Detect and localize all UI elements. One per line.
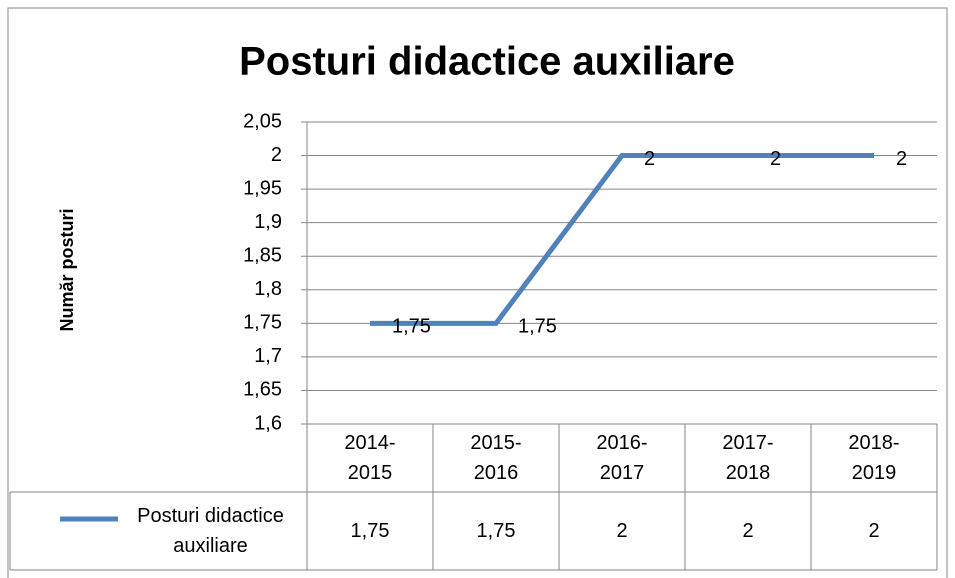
legend-label: Posturi didactice auxiliare	[137, 505, 284, 557]
table-value: 1,75	[476, 520, 516, 542]
data-label: 2	[770, 148, 781, 170]
y-tick-label: 1,9	[254, 211, 282, 233]
x-tick-label: 2017-2018	[722, 432, 774, 484]
table-value: 2	[616, 520, 628, 542]
chart-border	[7, 7, 948, 578]
chart-title: Posturi didactice auxiliare	[239, 40, 735, 84]
data-label: 2	[644, 148, 655, 170]
y-axis-title: Număr posturi	[57, 208, 77, 331]
y-tick-label: 1,85	[243, 245, 282, 267]
x-tick-label: 2014-2015	[344, 432, 396, 484]
x-tick-label: 2018-2019	[848, 432, 900, 484]
data-label: 1,75	[392, 316, 431, 338]
y-tick-label: 2	[271, 144, 282, 166]
table-value: 1,75	[350, 520, 390, 542]
table-value: 2	[742, 520, 754, 542]
x-tick-label: 2016-2017	[596, 432, 648, 484]
y-tick-label: 1,8	[254, 278, 282, 300]
y-tick-label: 1,95	[243, 177, 282, 199]
data-label: 1,75	[518, 316, 557, 338]
y-tick-label: 1,75	[243, 312, 282, 334]
table-value: 2	[868, 520, 880, 542]
y-tick-label: 1,6	[254, 412, 282, 434]
x-tick-label: 2015-2016	[470, 432, 522, 484]
y-tick-label: 2,05	[243, 110, 282, 132]
y-tick-label: 1,7	[254, 345, 282, 367]
data-label: 2	[896, 148, 907, 170]
series-line	[370, 153, 874, 326]
y-tick-label: 1,65	[243, 379, 282, 401]
